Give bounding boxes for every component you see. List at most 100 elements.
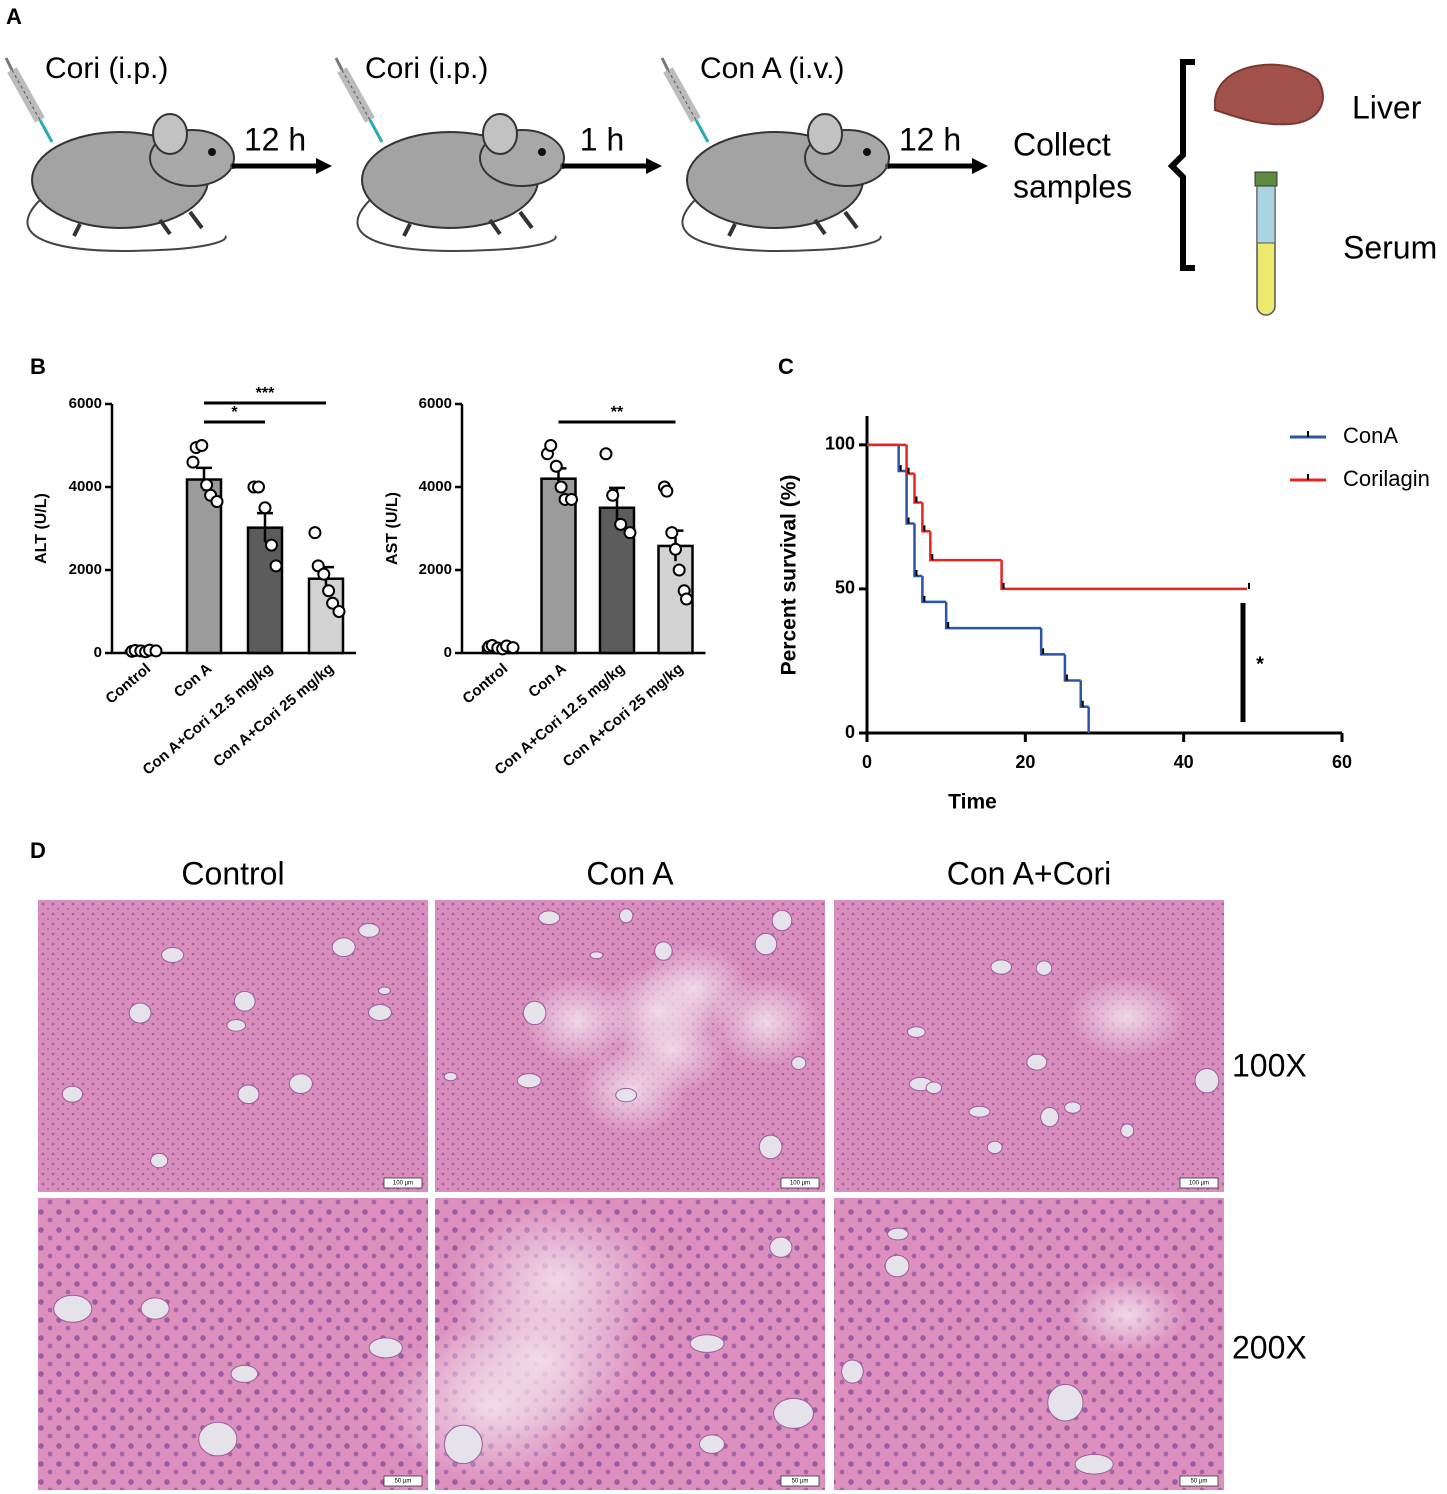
vessel <box>1035 960 1053 976</box>
necrosis <box>1066 1274 1187 1355</box>
scale-bar <box>383 1177 423 1189</box>
data-point <box>258 501 272 515</box>
legend-label: ConA <box>1343 423 1398 448</box>
data-point <box>317 567 331 581</box>
histology: 100 µm 50 µm 100 µm 50 µm 100 µm 50 µm <box>38 900 1224 1490</box>
survival-step <box>897 444 907 473</box>
vessel <box>1026 1053 1048 1071</box>
mouse <box>355 112 568 253</box>
vessel <box>986 1140 1003 1155</box>
vessel <box>654 941 673 961</box>
vessel <box>887 1227 909 1241</box>
nuclei <box>38 900 428 1192</box>
scale-bar <box>1179 1475 1219 1487</box>
vessel <box>522 1000 547 1026</box>
vessel <box>769 1236 793 1258</box>
micrograph: 50 µm <box>38 1198 428 1490</box>
data-point <box>672 563 686 577</box>
vessel <box>1194 1068 1220 1094</box>
step-label: Cori (i.p.) <box>45 52 168 85</box>
vessel <box>615 1087 638 1103</box>
bar <box>540 477 577 655</box>
sample-label: Serum <box>1343 229 1437 265</box>
micrograph: 50 µm <box>834 1198 1224 1490</box>
vessel <box>773 1397 814 1429</box>
y-axis-label: ALT (U/L) <box>33 493 50 564</box>
vessel <box>237 1084 260 1105</box>
survival-step <box>905 471 915 525</box>
scale-bar <box>1179 1177 1219 1189</box>
vessel <box>589 951 604 960</box>
vessel <box>150 1152 169 1169</box>
vessel <box>128 1002 152 1024</box>
x-axis-label: Time <box>948 791 997 814</box>
y-tick-label: 6000 <box>69 395 102 412</box>
data-point <box>210 495 224 509</box>
necrosis <box>522 975 633 1066</box>
y-tick-label: 0 <box>444 644 452 661</box>
y-tick-label: 2000 <box>69 561 102 578</box>
survival-step <box>913 473 923 504</box>
survival-step <box>1063 654 1081 682</box>
vessel <box>841 1359 864 1384</box>
vessel <box>990 959 1013 975</box>
survival-step <box>921 502 931 533</box>
significance-label: ** <box>611 404 624 421</box>
data-point <box>660 484 674 498</box>
data-point <box>186 455 200 469</box>
x-tick-label: Con A <box>525 660 569 701</box>
vessel <box>377 986 391 996</box>
data-point <box>269 559 283 573</box>
data-point <box>195 439 209 452</box>
vessel <box>226 1019 247 1032</box>
y-axis-label: AST (U/L) <box>384 492 401 565</box>
micrograph: 50 µm <box>381 1198 825 1490</box>
vessel <box>698 1434 725 1454</box>
significance-label: * <box>1256 653 1264 675</box>
data-point <box>322 584 336 598</box>
survival-step <box>1079 680 1089 709</box>
panel-label: D <box>30 838 46 863</box>
survival-step <box>1039 628 1065 656</box>
vessel <box>230 1364 259 1383</box>
y-tick-label: 4000 <box>69 478 102 495</box>
scale-bar-label: 100 µm <box>790 1181 810 1187</box>
scale-bar-label: 100 µm <box>393 1181 413 1187</box>
micrograph: 100 µm <box>834 900 1224 1192</box>
y-tick-label: 100 <box>825 434 855 454</box>
step-label: Cori (i.p.) <box>365 52 488 85</box>
vessel <box>443 1071 458 1082</box>
y-tick-label: 4000 <box>419 478 452 495</box>
x-tick-label: Control <box>459 660 511 707</box>
vessel <box>538 910 561 926</box>
significance-label: *** <box>256 385 275 402</box>
data-point <box>623 526 637 540</box>
y-axis-label: Percent survival (%) <box>778 475 801 676</box>
panel-label: A <box>6 4 22 29</box>
interval-label: 12 h <box>244 121 306 157</box>
arrow <box>562 158 662 174</box>
data-point <box>554 480 568 494</box>
vessel <box>443 1424 483 1465</box>
necrosis <box>381 1326 602 1487</box>
survival-step <box>905 444 915 475</box>
vessel <box>791 1056 807 1071</box>
sample-label: Liver <box>1352 89 1422 125</box>
mouse <box>680 112 893 253</box>
collect-label: samples <box>1013 168 1132 204</box>
vessel <box>1120 1123 1135 1138</box>
tube <box>1254 171 1278 316</box>
x-tick-label: Con A <box>171 660 215 701</box>
vessel <box>925 1081 943 1095</box>
data-point <box>606 488 620 502</box>
data-point <box>549 459 563 473</box>
data-point <box>252 480 265 494</box>
micrograph: 100 µm <box>435 900 825 1192</box>
y-tick-label: 50 <box>835 578 855 598</box>
x-tick-label: 60 <box>1332 752 1352 772</box>
scale-bar <box>780 1177 820 1189</box>
data-point <box>669 542 682 556</box>
y-tick-label: 0 <box>94 644 102 661</box>
data-point <box>565 492 578 506</box>
